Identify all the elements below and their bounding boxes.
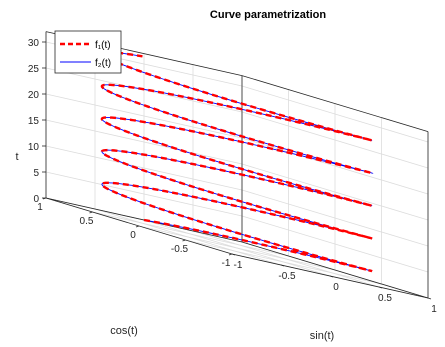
- legend: f₁(t) f₂(t): [54, 30, 122, 74]
- x-tick-mark-1: [280, 264, 285, 267]
- legend-label-f2: f₂(t): [95, 58, 111, 69]
- x-axis-label: sin(t): [310, 330, 334, 342]
- floor-gridline-y-2: [138, 225, 336, 271]
- z-tick-label-0: 0: [33, 194, 39, 205]
- z-tick-label-1: 5: [33, 168, 39, 179]
- chart-title: Curve parametrization: [210, 9, 326, 21]
- floor-gridline-y-3: [92, 211, 289, 257]
- curve-layer: [100, 50, 376, 273]
- x-tick-label-3: 0.5: [378, 293, 392, 304]
- z-tick-label-3: 15: [28, 116, 40, 127]
- series-1-curve: [100, 50, 376, 273]
- backwall-gridline-z-3: [45, 119, 243, 165]
- legend-label-f1: f₁(t): [95, 40, 111, 51]
- x-tick-label-1: -0.5: [278, 271, 296, 282]
- y-tick-label-0: -1: [222, 258, 231, 269]
- x-tick-mark-0: [231, 253, 236, 256]
- sidewall-gridline-z-4: [241, 137, 429, 195]
- sidewall-gridline-z-3: [241, 163, 429, 221]
- sidewall-gridline-z-6: [241, 85, 429, 143]
- y-tick-label-2: 0: [130, 230, 136, 241]
- z-tick-label-5: 25: [28, 64, 40, 75]
- y-tick-label-3: 0.5: [80, 216, 94, 227]
- x-tick-mark-2: [329, 275, 334, 278]
- sidewall-gridline-z-1: [241, 215, 429, 273]
- box-edge-top-right: [241, 75, 429, 132]
- y-tick-label-1: -0.5: [171, 244, 189, 255]
- z-tick-label-4: 20: [28, 90, 40, 101]
- floor-gridline-y-1: [185, 239, 382, 285]
- backwall-gridline-z-4: [45, 93, 243, 139]
- z-tick-label-2: 10: [28, 142, 40, 153]
- backwall-gridline-z-2: [45, 145, 243, 191]
- x-tick-mark-3: [378, 286, 383, 289]
- z-axis-label: t: [15, 151, 18, 163]
- sidewall-gridline-z-5: [241, 111, 429, 169]
- y-tick-mark-2: [135, 225, 140, 228]
- x-tick-label-2: 0: [333, 282, 339, 293]
- legend-box: [54, 30, 122, 74]
- y-tick-mark-1: [182, 239, 186, 242]
- y-tick-mark-3: [89, 211, 93, 214]
- x-tick-mark-4: [427, 297, 432, 300]
- x-tick-label-4: 1: [431, 304, 437, 315]
- y-axis-label: cos(t): [110, 325, 138, 337]
- y-tick-mark-0: [228, 253, 233, 256]
- y-tick-label-4: 1: [37, 202, 43, 213]
- backwall-gridline-z-1: [45, 171, 243, 217]
- sidewall-gridline-z-2: [241, 189, 429, 247]
- z-tick-label-6: 30: [28, 38, 40, 49]
- box-edge-floor-right: [241, 241, 429, 299]
- x-tick-label-0: -1: [234, 260, 243, 271]
